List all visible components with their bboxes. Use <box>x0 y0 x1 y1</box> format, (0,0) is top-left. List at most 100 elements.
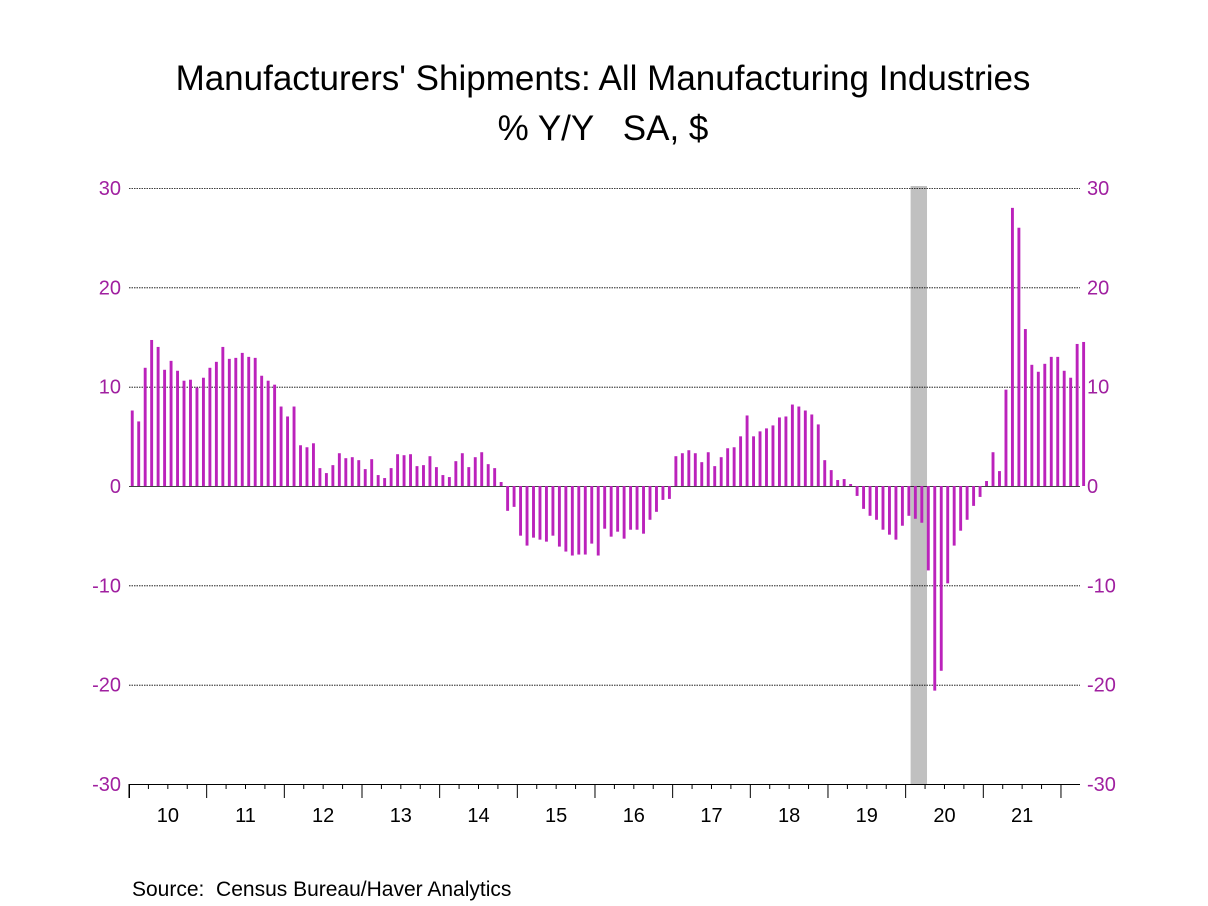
bar <box>816 424 820 486</box>
x-tick-label: 16 <box>623 805 645 827</box>
bar <box>790 404 794 486</box>
bar <box>952 486 956 546</box>
bar <box>208 367 212 486</box>
bar <box>965 486 969 520</box>
bar <box>862 486 866 509</box>
bar <box>648 486 652 520</box>
bar <box>512 486 516 507</box>
bar <box>480 452 484 486</box>
bar <box>926 486 930 571</box>
bar <box>842 479 846 486</box>
x-tick-label: 14 <box>467 805 489 827</box>
bar <box>1049 356 1053 486</box>
bar <box>570 486 574 556</box>
bar <box>732 447 736 486</box>
bar <box>389 468 393 486</box>
bar <box>629 486 633 530</box>
bar <box>1056 356 1060 486</box>
bar <box>383 478 387 486</box>
bar <box>706 452 710 486</box>
x-tick-label: 10 <box>157 805 179 827</box>
bar <box>726 448 730 486</box>
source-note: Source: Census Bureau/Haver Analytics <box>132 878 511 901</box>
x-tick-label: 19 <box>856 805 878 827</box>
y-tick-label-right: 10 <box>1087 377 1109 399</box>
bar <box>266 380 270 486</box>
bar <box>849 484 853 486</box>
bar <box>590 486 594 544</box>
bar <box>441 475 445 486</box>
bar <box>363 469 367 486</box>
bar <box>143 367 147 486</box>
y-tick-label-left: -30 <box>92 774 121 796</box>
y-tick-label-right: -20 <box>1087 675 1116 697</box>
bar <box>493 468 497 486</box>
bar <box>337 453 341 486</box>
bar <box>130 410 134 486</box>
bar <box>985 481 988 486</box>
bar <box>234 357 238 486</box>
bar <box>900 486 904 526</box>
bar <box>959 486 963 531</box>
bar <box>939 486 943 671</box>
bar <box>888 486 891 535</box>
bar <box>1030 364 1034 486</box>
bar <box>1082 341 1086 486</box>
bar <box>344 458 348 486</box>
recession-band <box>910 186 928 784</box>
bar <box>907 486 911 516</box>
left-y-axis-labels: 30 20 10 0 -10 -20 -30 <box>92 178 121 796</box>
bar <box>758 431 762 486</box>
bar <box>402 455 406 486</box>
gridlines <box>129 188 1080 686</box>
bar <box>499 482 503 486</box>
bar <box>447 477 451 486</box>
bar <box>525 486 529 546</box>
bar <box>972 486 976 506</box>
bar <box>836 480 840 486</box>
bar <box>312 443 315 486</box>
bar <box>661 486 665 500</box>
bar <box>609 486 613 537</box>
bar <box>881 486 885 530</box>
bar <box>350 457 354 486</box>
bar <box>687 450 691 486</box>
bar <box>551 486 555 536</box>
y-tick-label-right: -10 <box>1087 575 1116 597</box>
x-tick-label: 13 <box>390 805 412 827</box>
bar <box>894 486 898 540</box>
x-axis-labels: 10 11 12 13 14 15 16 17 18 19 20 21 <box>157 805 1034 827</box>
bar <box>538 486 542 540</box>
bar <box>797 406 801 486</box>
bar <box>1036 371 1040 486</box>
bar <box>544 486 548 542</box>
bar <box>713 466 717 486</box>
x-tick-label: 18 <box>778 805 800 827</box>
bar <box>777 417 781 486</box>
bar <box>467 467 471 486</box>
bar <box>163 369 167 486</box>
bar <box>422 465 425 486</box>
bar <box>227 358 231 486</box>
bar <box>680 453 684 486</box>
bar <box>221 346 225 486</box>
bar <box>998 471 1001 486</box>
x-tick-label: 12 <box>312 805 334 827</box>
bar <box>428 456 432 486</box>
bar <box>454 461 458 486</box>
bar <box>875 486 878 520</box>
bar <box>247 356 251 486</box>
x-tick-label: 17 <box>700 805 722 827</box>
bar <box>279 406 283 486</box>
bar <box>583 486 587 555</box>
bar <box>240 352 244 486</box>
bar <box>260 375 264 486</box>
bar <box>752 436 755 486</box>
bar <box>331 465 335 486</box>
bar <box>616 486 620 532</box>
bar <box>913 486 917 519</box>
bar <box>803 410 807 486</box>
bar <box>946 486 950 584</box>
bar <box>667 486 671 499</box>
bar <box>655 486 658 512</box>
